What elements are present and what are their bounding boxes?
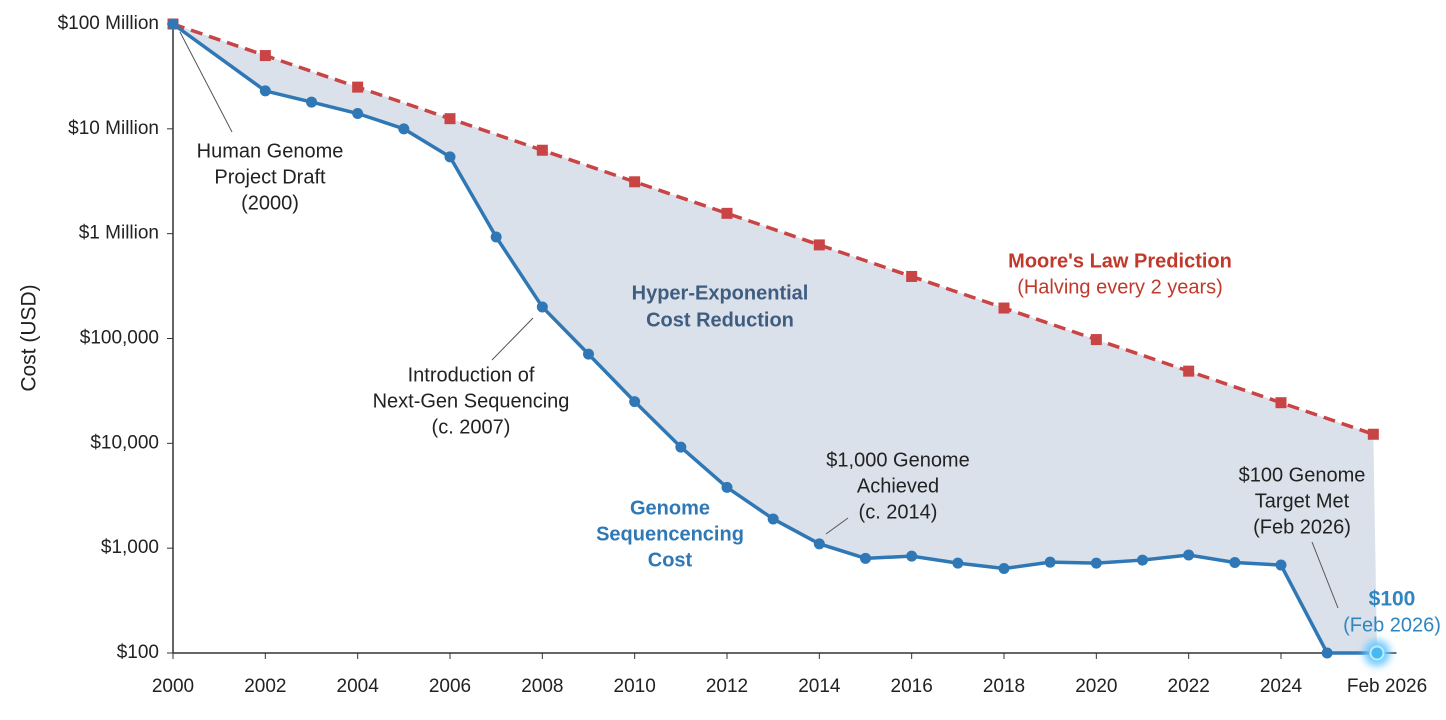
point xyxy=(721,207,733,219)
point xyxy=(306,96,317,108)
point xyxy=(1321,647,1333,659)
point xyxy=(444,113,456,125)
x-tick-label: 2016 xyxy=(891,676,933,697)
point xyxy=(629,396,641,408)
x-tick-label: 2020 xyxy=(1075,676,1117,697)
annotation: (Halving every 2 years) xyxy=(1017,276,1223,298)
series-line xyxy=(171,22,1378,655)
annotation: $100 xyxy=(1369,588,1416,611)
point xyxy=(813,239,825,251)
point xyxy=(1183,549,1195,561)
leader-line xyxy=(491,317,534,361)
series-line xyxy=(172,22,1374,436)
x-tick-label: Feb 2026 xyxy=(1347,676,1427,697)
x-tick-label: 2006 xyxy=(429,676,471,697)
point xyxy=(1367,428,1379,440)
annotation: Target Met xyxy=(1255,490,1350,512)
y-tick-label: $10,000 xyxy=(90,432,159,453)
point xyxy=(1183,365,1195,377)
point xyxy=(767,513,779,525)
annotation: (c. 2007) xyxy=(432,416,511,438)
x-tick-label: 2008 xyxy=(521,676,563,697)
point xyxy=(536,144,548,156)
point xyxy=(536,301,548,313)
x-tick-label: 2018 xyxy=(983,676,1025,697)
annotation: (c. 2014) xyxy=(859,501,938,523)
point xyxy=(860,552,871,564)
point xyxy=(1229,556,1241,568)
annotation: Next-Gen Sequencing xyxy=(373,390,570,412)
point xyxy=(1090,557,1102,569)
point xyxy=(1044,556,1056,568)
point xyxy=(721,481,733,493)
annotation: (Feb 2026) xyxy=(1253,516,1351,538)
leader-line xyxy=(1311,541,1339,609)
point xyxy=(952,557,964,569)
point xyxy=(998,562,1010,574)
y-tick-label: $10 Million xyxy=(68,118,159,139)
y-tick-label: $1 Million xyxy=(79,223,159,244)
y-tick-label: $100 Million xyxy=(58,13,159,34)
point xyxy=(352,81,364,93)
x-tick-label: 2010 xyxy=(614,676,656,697)
gap-area xyxy=(173,24,1378,653)
point xyxy=(398,123,410,135)
annotation: (2000) xyxy=(241,192,299,214)
point xyxy=(259,50,271,62)
annotation: (Feb 2026) xyxy=(1343,614,1441,636)
point xyxy=(998,302,1010,314)
annotation: Introduction of xyxy=(408,364,535,386)
point xyxy=(1275,559,1287,571)
y-tick-label: $1,000 xyxy=(101,537,159,558)
annotation: Project Draft xyxy=(214,166,326,188)
y-tick-label: $100 xyxy=(117,642,159,663)
annotation: Sequencencing xyxy=(596,523,744,545)
point xyxy=(259,85,271,97)
annotation: Moore's Law Prediction xyxy=(1008,250,1232,272)
annotation: Achieved xyxy=(857,475,939,497)
x-tick-label: 2024 xyxy=(1260,676,1303,697)
annotation: Cost xyxy=(648,549,693,571)
annotation: Genome xyxy=(630,497,710,519)
point xyxy=(1369,645,1385,661)
x-tick-label: 2004 xyxy=(337,676,380,697)
point xyxy=(906,270,918,282)
point xyxy=(1090,334,1102,346)
x-tick-label: 2000 xyxy=(152,676,194,697)
y-tick-label: $100,000 xyxy=(80,328,159,349)
point xyxy=(490,231,502,243)
point xyxy=(629,176,641,188)
annotation: Cost Reduction xyxy=(646,309,794,331)
annotation: $1,000 Genome xyxy=(826,449,969,471)
point xyxy=(906,550,918,562)
x-tick-label: 2014 xyxy=(798,676,841,697)
x-tick-label: 2022 xyxy=(1168,676,1210,697)
point xyxy=(1275,397,1287,409)
leader-line xyxy=(825,517,849,535)
annotation: Hyper-Exponential xyxy=(632,282,809,304)
point xyxy=(675,441,687,453)
x-tick-label: 2002 xyxy=(244,676,286,697)
point xyxy=(444,151,456,163)
annotation: Human Genome xyxy=(197,140,344,162)
point xyxy=(813,538,825,550)
point xyxy=(352,108,364,120)
y-axis-label: Cost (USD) xyxy=(18,284,41,391)
leader-line xyxy=(179,31,233,133)
point xyxy=(1137,554,1148,566)
annotation: $100 Genome xyxy=(1239,464,1366,486)
point xyxy=(167,18,179,30)
x-tick-label: 2012 xyxy=(706,676,748,697)
point xyxy=(583,348,594,360)
